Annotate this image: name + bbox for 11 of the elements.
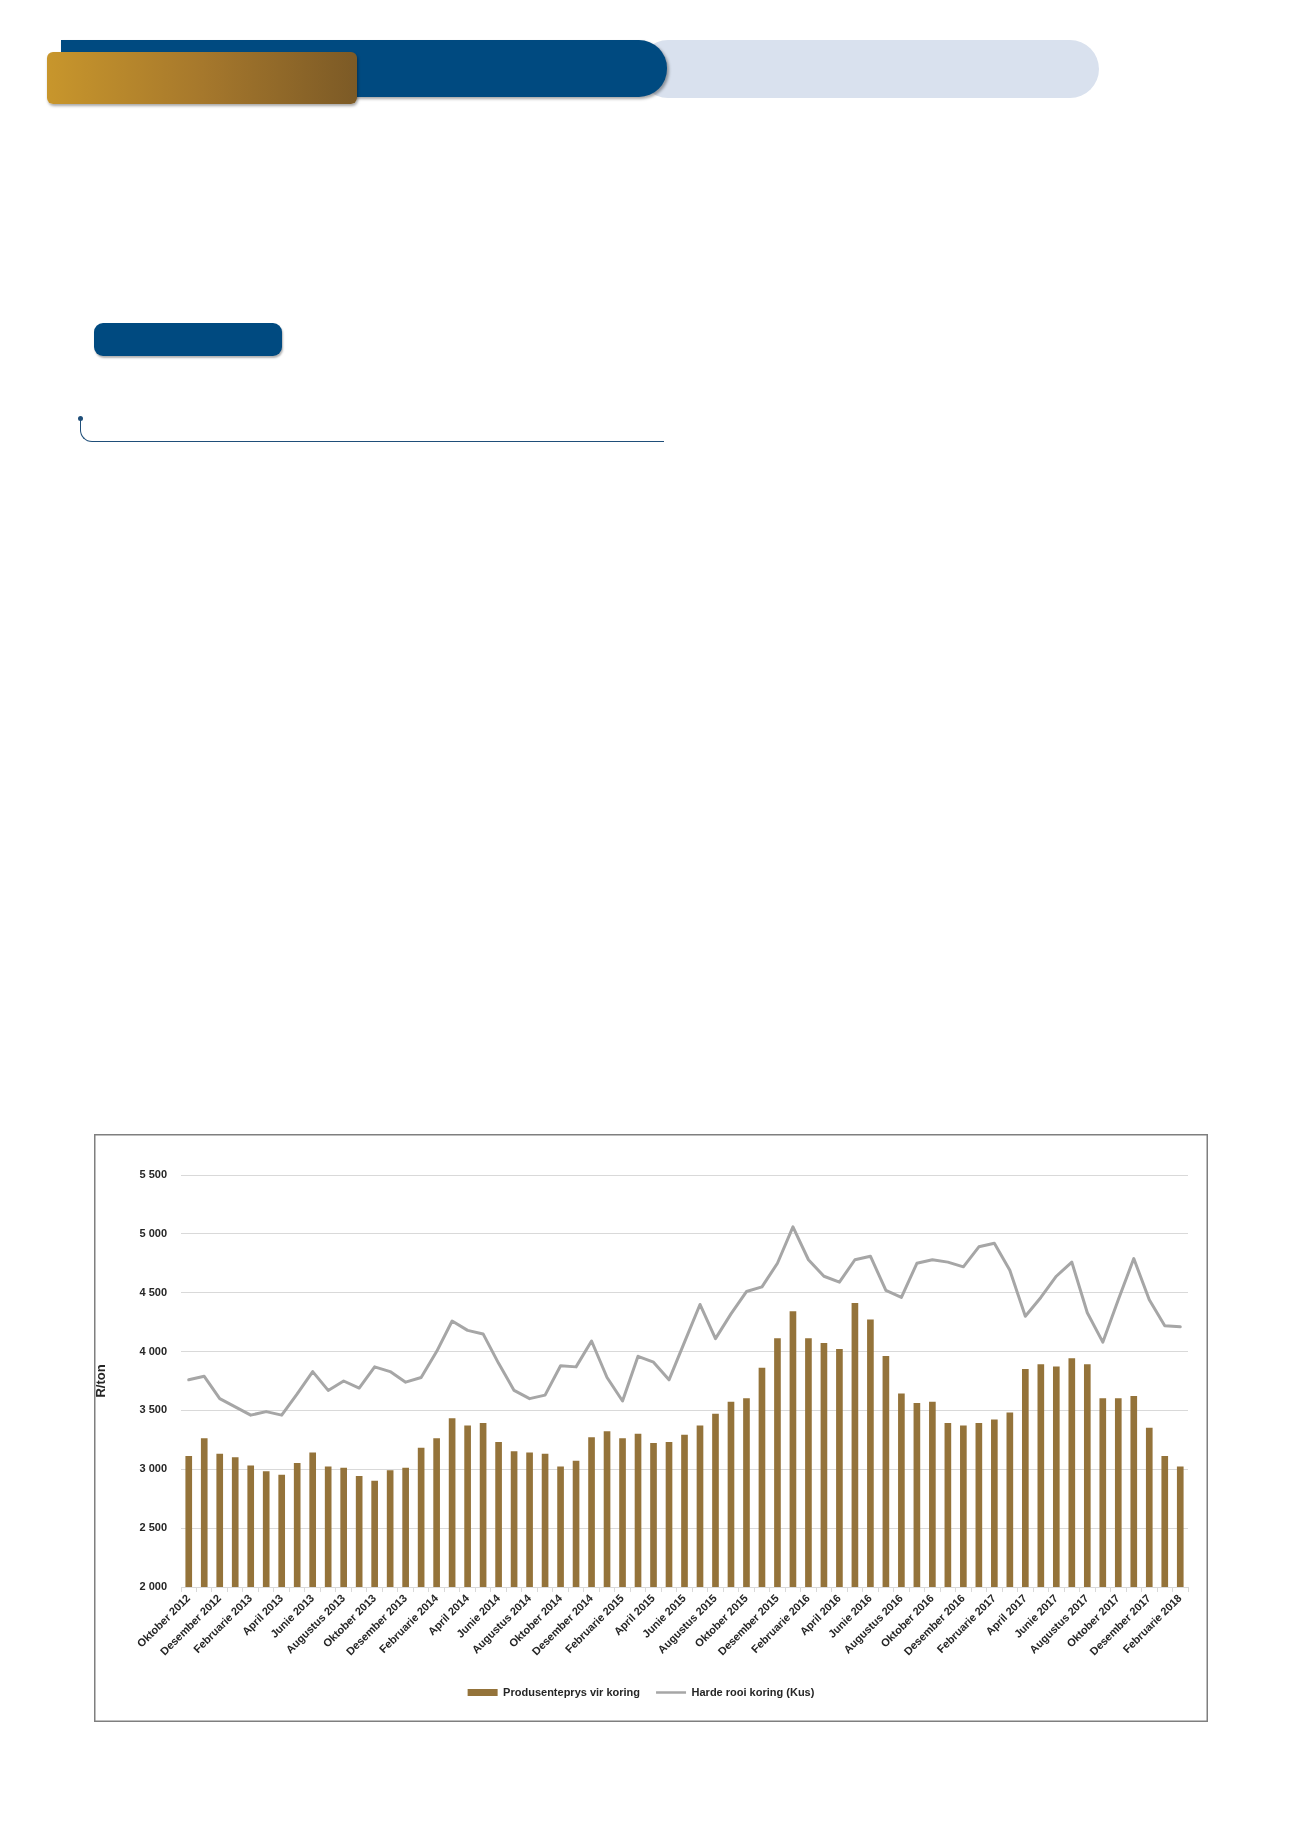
legend-label: Harde rooi koring (Kus) <box>691 1685 815 1698</box>
y-tick-label: 3 500 <box>139 1403 167 1416</box>
legend-label: Produsenteprys vir koring <box>503 1685 641 1698</box>
y-tick-label: 2 500 <box>139 1521 167 1534</box>
y-tick-label: 5 000 <box>139 1226 167 1239</box>
y-axis-title: R/ton <box>93 1364 109 1398</box>
y-tick-label: 4 500 <box>139 1285 167 1298</box>
y-tick-label: 4 000 <box>139 1344 167 1357</box>
y-tick-label: 3 000 <box>139 1462 167 1475</box>
y-tick-label: 5 500 <box>139 1168 167 1181</box>
y-tick-label: 2 000 <box>139 1580 167 1593</box>
